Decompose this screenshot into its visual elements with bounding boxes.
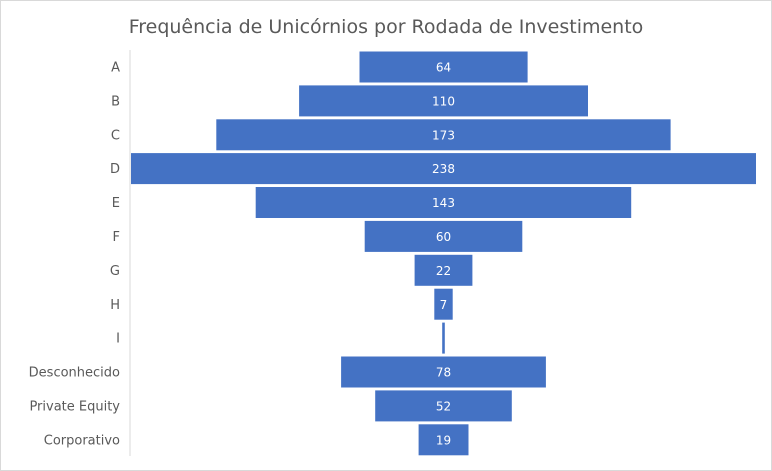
data-label: 110	[432, 94, 455, 108]
bars-group: A 64 B 110 C 173 D 238 E 143 F 60 G 22 H 7 I Desconhecido…	[29, 51, 756, 456]
data-label: 78	[436, 366, 451, 380]
data-label: 60	[436, 230, 451, 244]
bar-b	[299, 85, 588, 117]
category-label: D	[110, 162, 120, 177]
bar-e	[255, 187, 632, 218]
data-label: 7	[440, 298, 448, 312]
data-label: 238	[432, 162, 455, 176]
category-label: G	[110, 264, 120, 279]
chart-title: Frequência de Unicórnios por Rodada de I…	[129, 16, 644, 38]
category-label: E	[112, 196, 120, 211]
bar-corporativo	[418, 424, 469, 456]
data-label: 64	[436, 60, 451, 74]
category-label: Corporativo	[44, 433, 120, 448]
category-label: I	[116, 332, 120, 347]
category-label: F	[113, 230, 120, 245]
bar-desconhecido	[341, 356, 546, 388]
data-label: 52	[436, 399, 451, 413]
category-label: A	[111, 60, 120, 75]
bar-c	[216, 119, 671, 151]
category-label: C	[111, 128, 120, 143]
bar-h	[434, 288, 453, 320]
category-label: Desconhecido	[29, 366, 120, 381]
bar-i	[442, 322, 445, 354]
data-label: 173	[432, 128, 455, 142]
bar-private-equity	[375, 390, 512, 422]
bar-g	[414, 254, 473, 286]
category-label: Private Equity	[29, 399, 120, 414]
data-label: 19	[436, 433, 451, 447]
bar-d	[131, 153, 756, 185]
data-label: 22	[436, 264, 451, 278]
data-label: 143	[432, 196, 455, 210]
bar-f	[364, 220, 523, 252]
category-label: B	[111, 94, 120, 109]
bar-a	[359, 51, 528, 83]
category-label: H	[110, 298, 120, 313]
